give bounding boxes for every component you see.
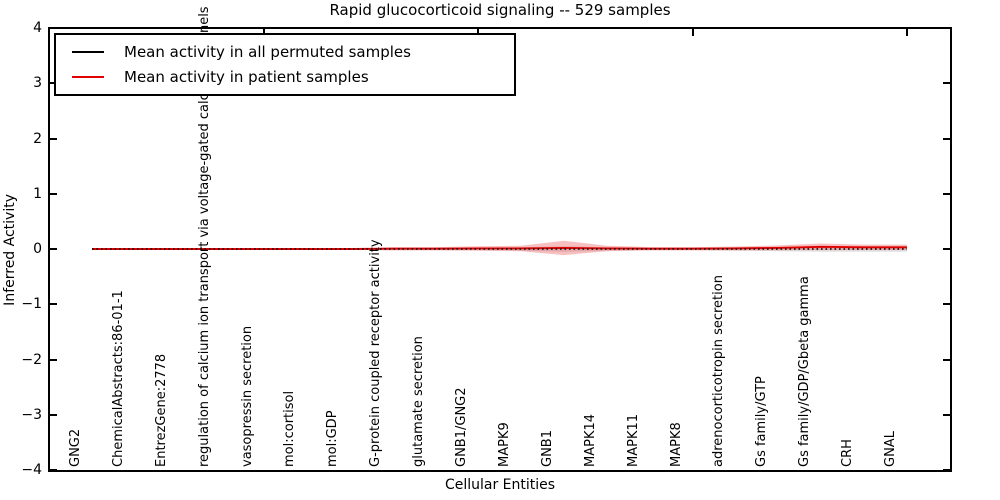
legend-item-patient-label: Mean activity in patient samples	[124, 67, 369, 86]
y-tick-label: −3	[21, 406, 42, 423]
x-tick-top	[691, 29, 694, 36]
y-tick-label: 1	[33, 185, 42, 202]
plot-area: GNG2 ChemicalAbstracts:86-01-1 EntrezGene:…	[48, 6, 952, 472]
x-tick-label-entity: mol:cortisol	[282, 390, 298, 467]
x-tick-top	[262, 29, 265, 36]
y-tick-label: 3	[33, 75, 42, 92]
y-tick-left	[50, 82, 57, 85]
y-tick-label: −4	[21, 462, 42, 478]
patient-line-swatch	[72, 75, 104, 78]
y-tick-left	[50, 248, 57, 250]
y-tick-left	[50, 137, 57, 140]
legend: Mean activity in all permuted samples Me…	[54, 33, 516, 96]
x-tick-label-entity: mol:GDP	[325, 410, 341, 467]
y-tick-left	[50, 27, 57, 29]
x-tick-top	[477, 29, 480, 36]
y-tick-left	[50, 469, 57, 471]
chart-title: Rapid glucocorticoid signaling -- 529 sa…	[329, 1, 671, 19]
x-tick-label-entity: CRH	[840, 439, 856, 467]
legend-item-permuted: Mean activity in all permuted samples	[56, 43, 514, 61]
x-tick-label-entity: MAPK9	[496, 422, 512, 467]
y-tick-right	[943, 413, 950, 416]
x-tick-label-entity: ChemicalAbstracts:86-01-1	[110, 290, 126, 467]
x-tick-label-entity: Gs family/GTP	[754, 376, 770, 467]
y-tick-label: 2	[33, 130, 42, 147]
x-tick-label-entity: MAPK8	[668, 422, 684, 467]
y-tick-left	[50, 303, 57, 306]
x-tick-label-entity: GNB1	[539, 430, 555, 467]
y-tick-label: 4	[33, 20, 42, 36]
x-tick-label-entity: adrenocorticotropin secretion	[711, 275, 727, 467]
y-tick-right	[943, 27, 950, 29]
y-tick-label: −2	[21, 351, 42, 368]
x-tick-label-entity: G-protein coupled receptor activity	[368, 239, 384, 467]
y-tick-right	[943, 469, 950, 471]
x-tick-label-entity: GNG2	[68, 428, 83, 467]
y-tick-left	[50, 358, 57, 361]
x-tick-label-entity: MAPK14	[582, 413, 598, 467]
y-tick-label: 0	[33, 241, 42, 257]
legend-item-patient: Mean activity in patient samples	[56, 68, 514, 86]
x-tick-label-entity: MAPK11	[625, 413, 641, 467]
y-tick-right	[943, 248, 950, 250]
y-tick-right	[943, 303, 950, 306]
y-tick-right	[943, 82, 950, 85]
x-tick-label-entity: EntrezGene:2778	[153, 353, 169, 467]
y-tick-label: −1	[21, 296, 42, 313]
x-tick-label-entity: vasopressin secretion	[239, 325, 255, 467]
x-tick-label-entity: GNAL	[883, 431, 898, 467]
x-tick-label-entity: glutamate secretion	[411, 336, 427, 467]
y-tick-right	[943, 137, 950, 140]
y-tick-right	[943, 358, 950, 361]
y-tick-right	[943, 192, 950, 195]
x-tick-top	[906, 29, 908, 36]
permuted-line-swatch	[72, 51, 104, 54]
y-tick-left	[50, 192, 57, 195]
x-tick-label-entity: GNB1/GNG2	[454, 387, 470, 467]
y-tick-left	[50, 413, 57, 416]
x-tick-label-entity: Gs family/GDP/Gbeta gamma	[797, 276, 813, 467]
legend-item-permuted-label: Mean activity in all permuted samples	[124, 43, 411, 62]
x-axis-title: Cellular Entities	[444, 477, 556, 493]
